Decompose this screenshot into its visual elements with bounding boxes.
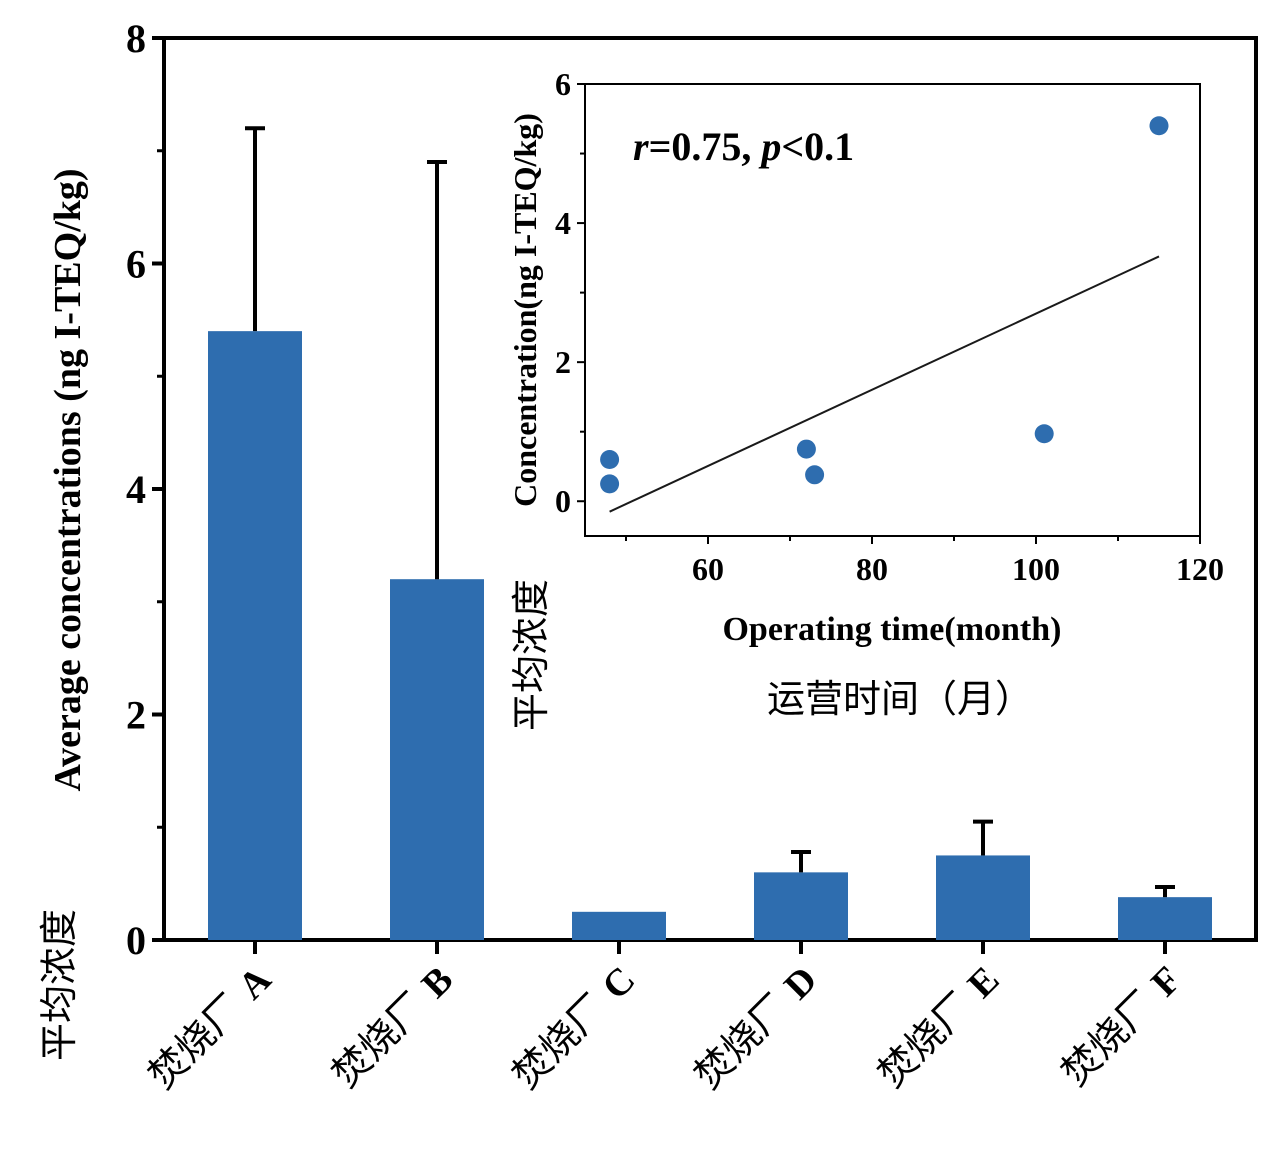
regression-line <box>609 255 1160 513</box>
inset-x-tick-label: 80 <box>856 551 888 587</box>
inset-y-tick-label: 2 <box>555 344 571 380</box>
category-label: 焚烧厂 E <box>869 957 1007 1095</box>
category-prefix: 焚烧厂 <box>323 975 443 1095</box>
inset-y-tick-label: 0 <box>555 483 571 519</box>
inset-axes: 60 80 100 120 0 2 4 6 <box>555 66 1224 587</box>
inset-x-axis-label: Operating time(month) <box>722 611 1061 648</box>
category-label: 焚烧厂 F <box>1053 957 1190 1094</box>
stat-annotation: r=0.75, p<0.1 <box>633 124 854 169</box>
main-error-bars <box>245 126 1175 898</box>
inset-y-axis-label: Concentration(ng I-TEQ/kg) <box>507 113 543 507</box>
main-y-tick-label: 4 <box>126 467 146 512</box>
category-prefix: 焚烧厂 <box>869 975 989 1095</box>
scatter-point <box>600 450 620 470</box>
inset-points <box>600 116 1169 494</box>
category-label: 焚烧厂 B <box>323 957 461 1095</box>
main-y-axis-label-cn: 平均浓度 <box>37 909 81 1061</box>
scatter-point <box>1149 116 1169 136</box>
stat-p-value: <0.1 <box>781 124 854 169</box>
inset-plot-frame <box>584 83 1201 537</box>
stat-r-value: =0.75, <box>649 124 762 169</box>
category-label: 焚烧厂 C <box>504 957 644 1097</box>
category-prefix: 焚烧厂 <box>686 977 806 1097</box>
inset-x-axis-label-cn: 运营时间（月） <box>767 677 1033 721</box>
inset-x-tick-label: 60 <box>692 551 724 587</box>
bar-e <box>936 855 1030 940</box>
stat-p-symbol: p <box>758 124 781 169</box>
main-x-axis: 焚烧厂 A 焚烧厂 B 焚烧厂 C 焚烧厂 D 焚烧厂 E 焚烧厂 F <box>140 940 1190 1097</box>
main-bars <box>208 331 1212 940</box>
category-label: 焚烧厂 D <box>686 957 826 1097</box>
bar-f <box>1118 897 1212 940</box>
scatter-point <box>600 474 620 494</box>
main-y-tick-label: 0 <box>126 918 146 963</box>
scatter-point <box>1034 424 1054 444</box>
category-prefix: 焚烧厂 <box>504 977 624 1097</box>
bar-b <box>390 579 484 940</box>
bar-d <box>754 872 848 940</box>
scatter-point <box>796 439 816 459</box>
inset-y-axis-label-cn: 平均浓度 <box>509 579 553 731</box>
category-prefix: 焚烧厂 <box>140 977 260 1097</box>
scatter-point <box>805 465 825 485</box>
stat-r-symbol: r <box>633 124 649 169</box>
category-prefix: 焚烧厂 <box>1053 974 1173 1094</box>
main-y-axis-label: Average concentrations (ng I-TEQ/kg) <box>47 168 89 791</box>
main-y-tick-label: 8 <box>126 16 146 61</box>
category-label: 焚烧厂 A <box>140 957 280 1097</box>
inset-y-tick-label: 4 <box>555 205 571 241</box>
inset-x-tick-label: 100 <box>1012 551 1060 587</box>
main-y-axis: 0 2 4 6 8 <box>126 16 164 963</box>
main-y-tick-label: 6 <box>126 242 146 287</box>
inset-y-tick-label: 6 <box>555 66 571 102</box>
main-y-tick-label: 2 <box>126 693 146 738</box>
bar-a <box>208 331 302 940</box>
bar-c <box>572 911 666 940</box>
inset-x-tick-label: 120 <box>1176 551 1224 587</box>
